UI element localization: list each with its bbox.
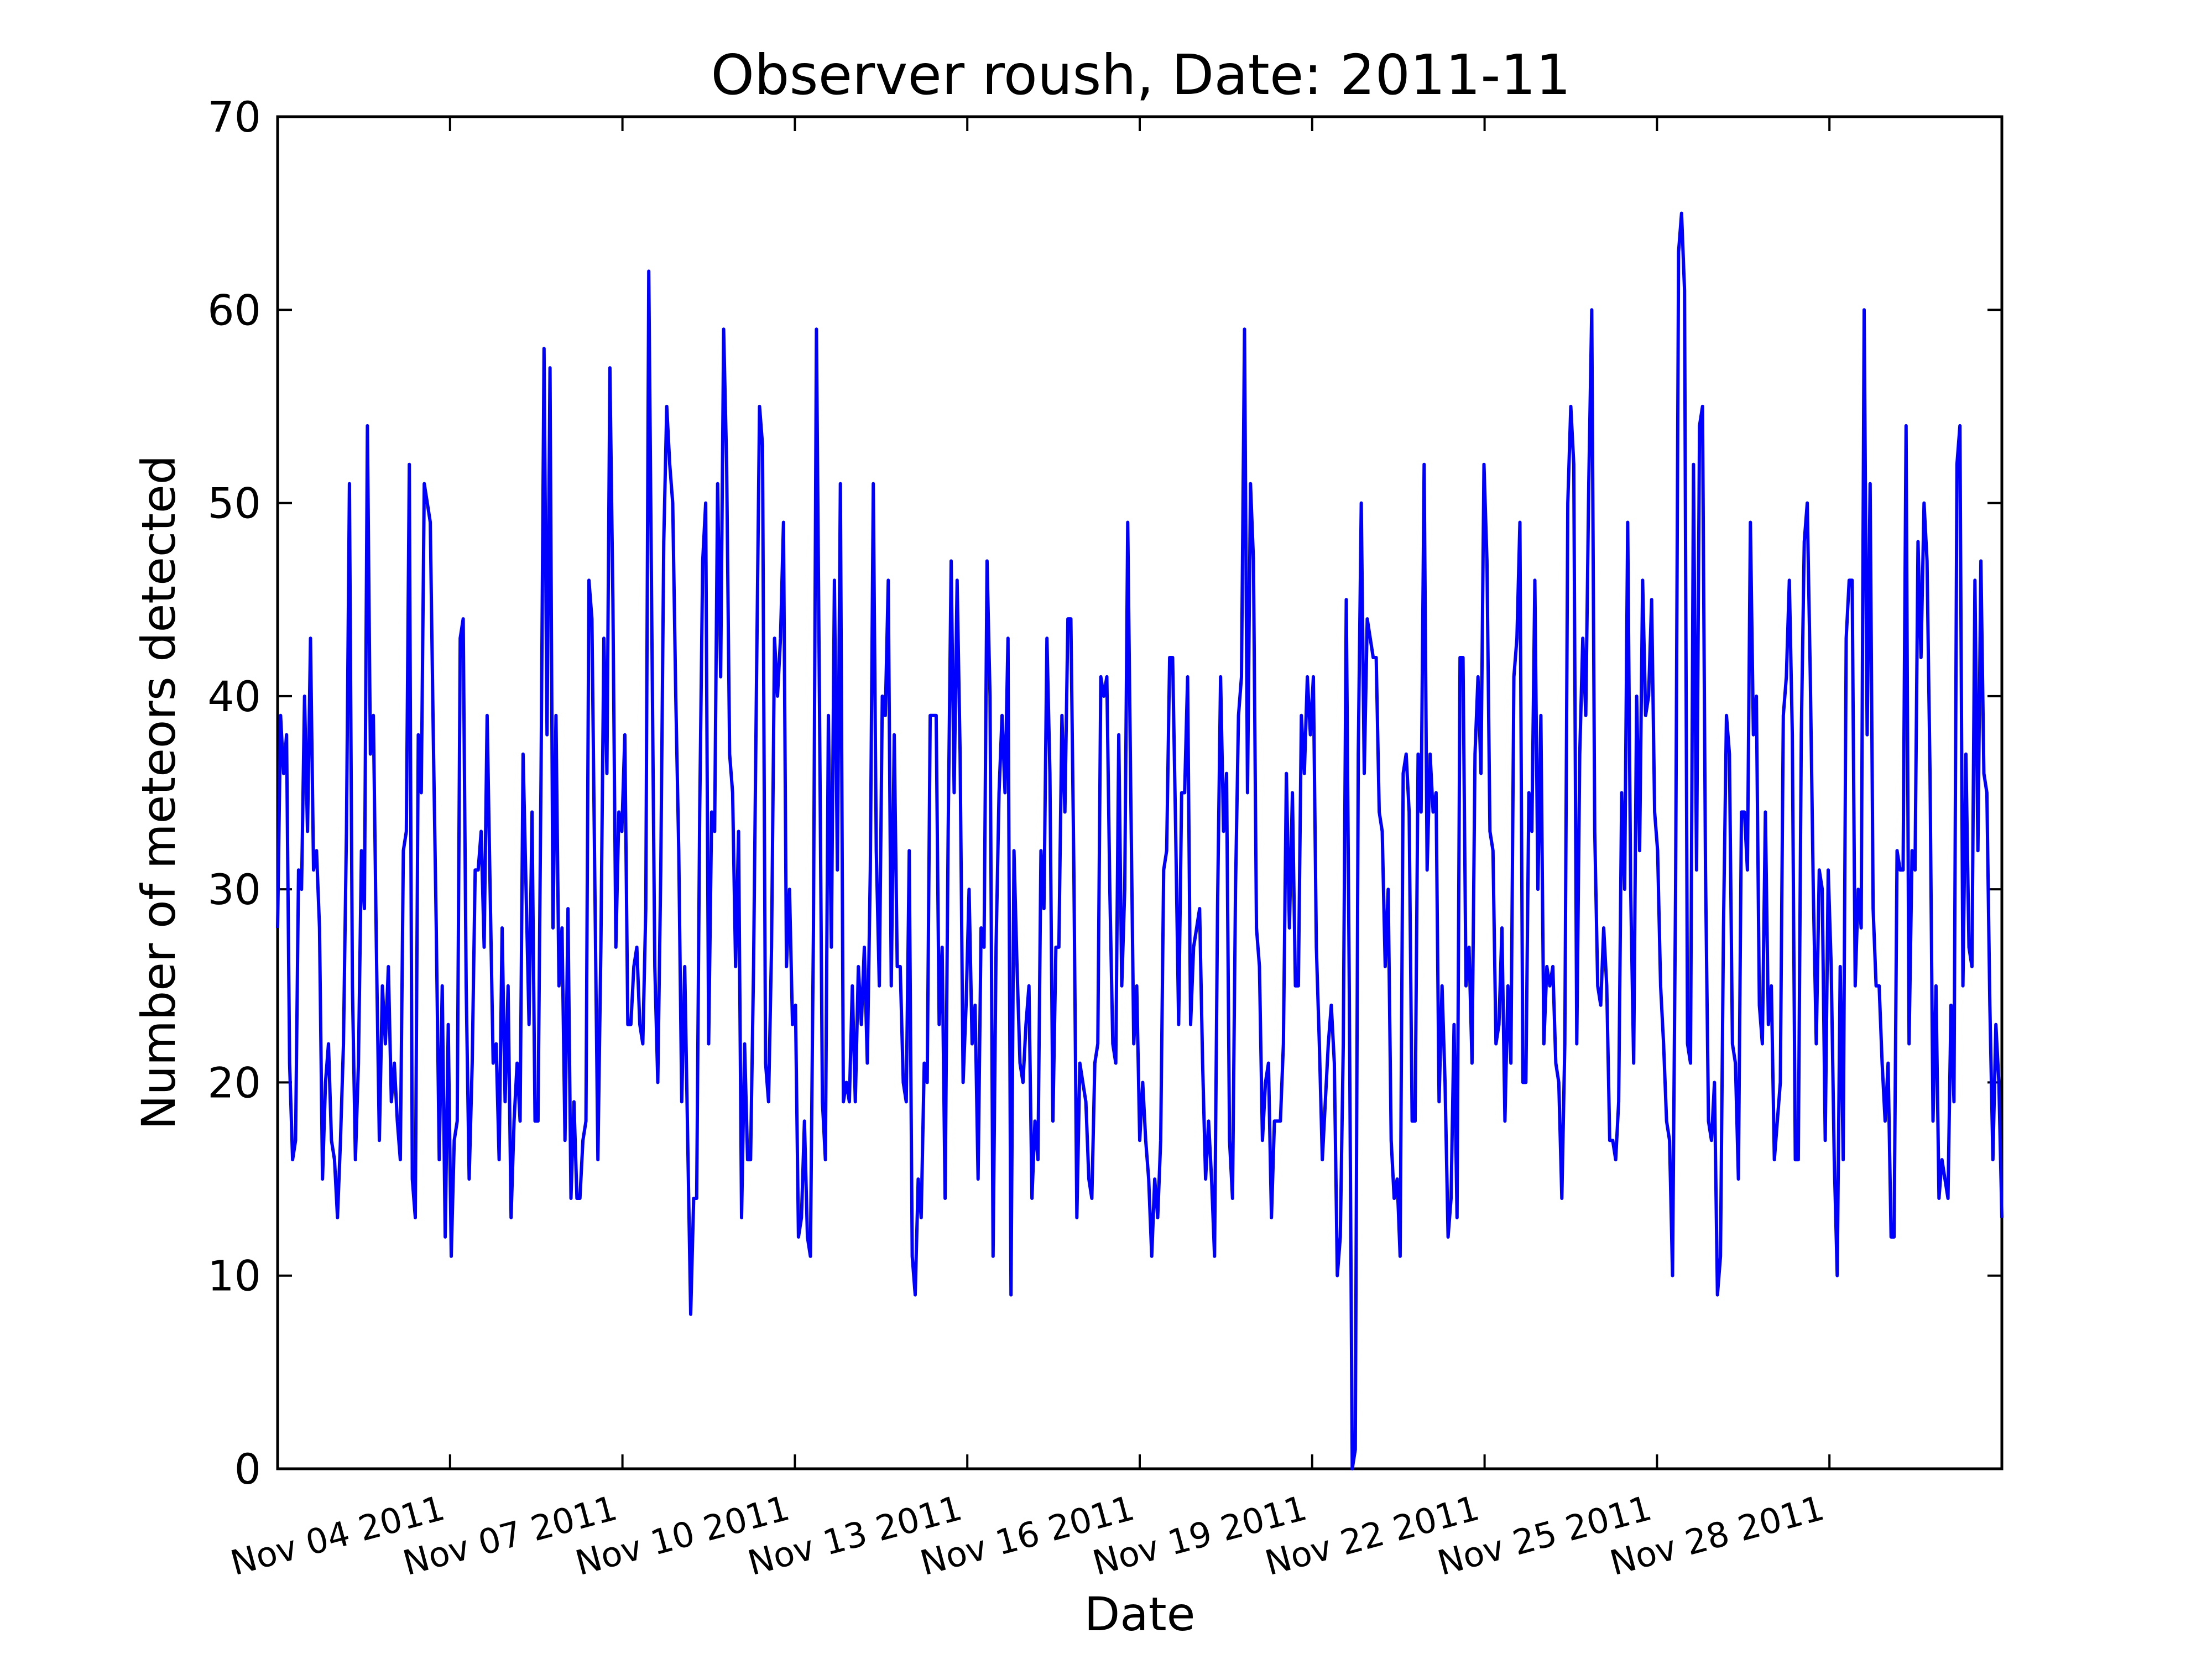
y-tick-label: 20: [207, 1058, 261, 1107]
x-axis-label: Date: [1084, 1587, 1196, 1641]
plot-frame: [276, 115, 2004, 1470]
y-tick-label: 0: [234, 1444, 261, 1494]
chart-title: Observer roush, Date: 2011-11: [711, 43, 1571, 107]
y-tick-label: 40: [207, 672, 261, 721]
y-tick-label: 50: [207, 479, 261, 528]
y-ticks: 0 10 20 30 40 50 60 70: [207, 92, 2002, 1494]
y-tick-label: 70: [207, 92, 261, 142]
y-tick-label: 30: [207, 865, 261, 914]
y-tick-label: 60: [207, 285, 261, 335]
y-tick-label: 10: [207, 1251, 261, 1301]
series-layer: [276, 211, 2004, 1470]
y-axis-label: Number of meteors detected: [132, 455, 186, 1130]
series-line: [276, 211, 2004, 1470]
